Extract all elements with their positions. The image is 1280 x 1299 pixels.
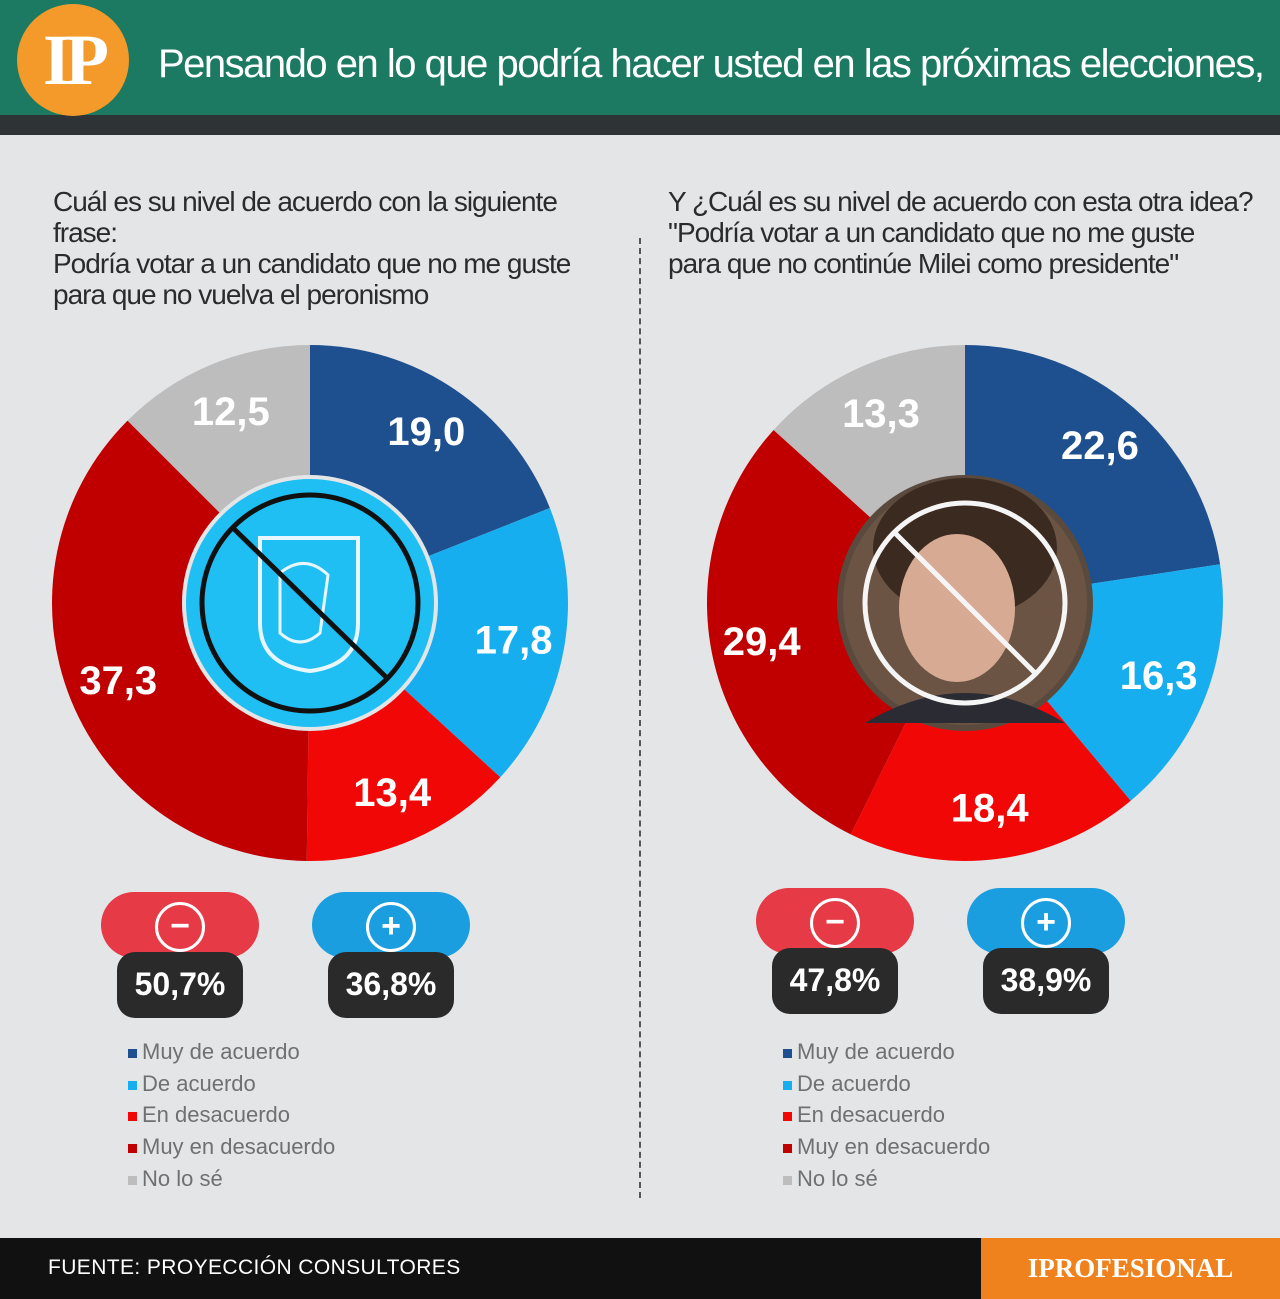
value-label-de-acuerdo-left: 17,8 <box>475 619 553 663</box>
legend-label: No lo sé <box>797 1165 878 1191</box>
legend-label: En desacuerdo <box>797 1102 945 1128</box>
minus-icon: − <box>810 898 860 948</box>
value-label-no-lo-se-left: 12,5 <box>192 390 270 434</box>
legend-item: Muy en desacuerdo <box>128 1131 335 1163</box>
legend-label: De acuerdo <box>797 1070 911 1096</box>
legend-swatch <box>128 1175 137 1185</box>
legend-swatch <box>783 1049 792 1058</box>
legend-label: Muy de acuerdo <box>142 1039 300 1064</box>
slice-muy-en-desacuerdo-left <box>52 420 311 861</box>
value-label-muy-de-acuerdo-right: 22,6 <box>1061 424 1139 468</box>
ip-logo: IP <box>17 4 129 116</box>
legend-label: En desacuerdo <box>142 1102 290 1128</box>
legend-item: De acuerdo <box>128 1068 335 1100</box>
agree-total-pill-right: + <box>967 888 1125 954</box>
question-right: Y ¿Cuál es su nivel de acuerdo con esta … <box>668 186 1254 279</box>
legend-label: No lo sé <box>142 1165 223 1191</box>
legend-label: Muy en desacuerdo <box>142 1134 336 1160</box>
value-label-en-desacuerdo-left: 13,4 <box>353 771 432 815</box>
legend-item: Muy de acuerdo <box>783 1036 990 1068</box>
crossed-portrait-icon <box>843 478 1087 725</box>
legend-item: No lo sé <box>783 1163 990 1195</box>
agree-total-left: 36,8% <box>328 952 454 1018</box>
legend-item: En desacuerdo <box>783 1099 990 1131</box>
question-left: Cuál es su nivel de acuerdo con la sigui… <box>53 186 571 310</box>
slice-muy-en-desacuerdo-right <box>707 429 965 835</box>
crossed-peronist-shield-icon <box>186 479 434 727</box>
plus-icon: + <box>1021 898 1071 948</box>
header-band <box>0 0 1280 115</box>
agree-total-pill-left: + <box>312 892 470 958</box>
legend-swatch <box>783 1112 792 1122</box>
legend-swatch <box>128 1049 137 1058</box>
value-label-muy-en-desacuerdo-left: 37,3 <box>79 659 157 703</box>
legend-item: No lo sé <box>128 1163 335 1195</box>
dashed-divider <box>639 238 641 1198</box>
value-label-muy-en-desacuerdo-right: 29,4 <box>723 620 802 664</box>
value-label-en-desacuerdo-right: 18,4 <box>951 787 1030 831</box>
brand-logo: IPROFESIONAL <box>981 1238 1280 1299</box>
legend-item: En desacuerdo <box>128 1099 335 1131</box>
legend-swatch <box>783 1175 792 1185</box>
slice-en-desacuerdo-right <box>850 603 1131 861</box>
legend-swatch <box>128 1144 137 1154</box>
header-bar: IP Pensando en lo que podría hacer usted… <box>0 0 1280 135</box>
agree-total-right: 38,9% <box>983 948 1109 1014</box>
legend-swatch <box>783 1144 792 1154</box>
legend-swatch <box>783 1080 792 1090</box>
slice-de-acuerdo-left <box>310 508 568 778</box>
legend-item: De acuerdo <box>783 1068 990 1100</box>
footer-bar: FUENTE: PROYECCIÓN CONSULTORES IPROFESIO… <box>0 1238 1280 1299</box>
disagree-total-pill-left: − <box>101 892 259 958</box>
disagree-total-pill-right: − <box>756 888 914 954</box>
legend-swatch <box>128 1080 137 1090</box>
source-credit: FUENTE: PROYECCIÓN CONSULTORES <box>48 1256 461 1279</box>
legend-swatch <box>128 1112 137 1122</box>
plus-icon: + <box>366 902 416 952</box>
legend-item: Muy en desacuerdo <box>783 1131 990 1163</box>
disagree-total-left: 50,7% <box>117 952 243 1018</box>
value-label-de-acuerdo-right: 16,3 <box>1120 654 1198 698</box>
minus-icon: − <box>155 902 205 952</box>
value-label-muy-de-acuerdo-left: 19,0 <box>387 410 465 454</box>
value-label-no-lo-se-right: 13,3 <box>842 392 920 436</box>
page-title: Pensando en lo que podría hacer usted en… <box>158 42 1265 86</box>
legend-label: Muy de acuerdo <box>797 1039 955 1064</box>
legend-right: Muy de acuerdo De acuerdo En desacuerdo … <box>783 1036 990 1195</box>
legend-label: De acuerdo <box>142 1070 256 1096</box>
legend-item: Muy de acuerdo <box>128 1036 335 1068</box>
legend-left: Muy de acuerdo De acuerdo En desacuerdo … <box>128 1036 335 1195</box>
legend-label: Muy en desacuerdo <box>797 1134 991 1160</box>
disagree-total-right: 47,8% <box>772 948 898 1014</box>
